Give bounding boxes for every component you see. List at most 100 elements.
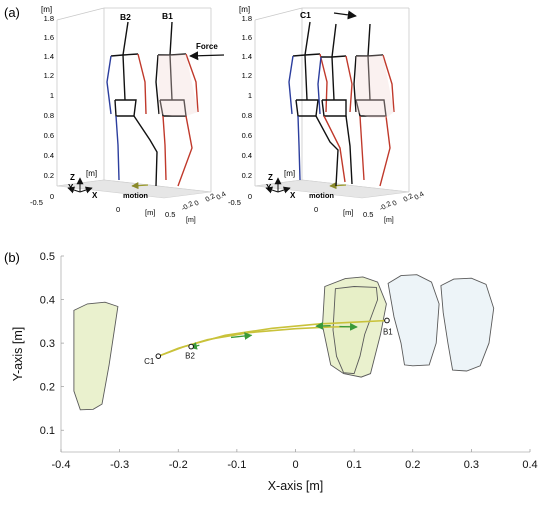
point-label-b2: B2 xyxy=(185,352,195,361)
c1-shoulders xyxy=(293,54,320,56)
z-tick: 1.4 xyxy=(44,52,54,61)
b2-left-arm xyxy=(107,56,111,114)
z-tick: 0.6 xyxy=(44,131,54,140)
view-1-skeleton-b2 xyxy=(107,22,157,186)
b2-right-leg xyxy=(134,116,157,186)
view-1-base-unit: [m] xyxy=(86,169,97,178)
z-tick: 0.8 xyxy=(242,111,252,120)
z-tick: 1.6 xyxy=(242,33,252,42)
view-1-shading xyxy=(158,54,198,116)
y-tick: -0.2 xyxy=(181,201,195,213)
point-label-b1: B1 xyxy=(383,327,393,336)
view-1-axis-x: X xyxy=(92,191,98,200)
z-tick: 1 xyxy=(248,91,252,100)
z-tick: 0 xyxy=(50,192,54,201)
x-axis-label: X-axis [m] xyxy=(268,479,324,493)
mid-right-leg xyxy=(346,116,352,184)
mid-right-arm xyxy=(346,56,352,112)
x-tick-label: 0 xyxy=(292,459,298,471)
x-tick: 0.5 xyxy=(165,210,175,219)
z-tick: 0.6 xyxy=(242,131,252,140)
x-unit: [m] xyxy=(145,208,155,217)
point-b2 xyxy=(189,344,194,349)
x-tick-label: 0.1 xyxy=(346,459,361,471)
z-tick: 0.2 xyxy=(242,171,252,180)
y-axis-label: Y-axis [m] xyxy=(11,327,25,381)
y-tick-label: 0.5 xyxy=(40,251,55,263)
view-2-axis-x: X xyxy=(290,191,296,200)
y-tick-label: 0.2 xyxy=(40,382,55,394)
view-2-z-unit: [m] xyxy=(239,5,250,14)
y-tick: 0.4 xyxy=(414,191,426,202)
b2-right-arm xyxy=(138,54,146,114)
view-1-axis-z: Z xyxy=(70,173,75,182)
b2-pelvis xyxy=(115,100,136,116)
view-2-x-ticks: -0.5 0 0.5 [m] xyxy=(228,198,373,219)
view-2-axis-y: Y xyxy=(266,183,272,192)
force-arrow xyxy=(190,55,224,56)
y-tick-label: 0.1 xyxy=(40,425,55,437)
footprint-left-foot xyxy=(74,302,118,410)
x-tick-label: -0.4 xyxy=(52,459,71,471)
x-tick: 0 xyxy=(116,205,120,214)
b2-shoulders xyxy=(111,54,138,56)
view-2: [m] 1.8 1.6 1.4 1.2 1 0.8 0.6 0.4 0.2 0 … xyxy=(228,5,426,224)
y-tick: 0.4 xyxy=(216,191,228,202)
view-1-y-ticks: -0.2 0 0.2 0.4 [m] xyxy=(181,191,228,224)
back-right-leg xyxy=(380,116,390,186)
footprint-foot-blue-right xyxy=(441,278,494,371)
label-c1: C1 xyxy=(300,10,311,20)
b2-left-leg xyxy=(116,116,119,180)
mid-trunk xyxy=(332,24,336,100)
x-tick-label: 0.4 xyxy=(522,459,537,471)
z-tick: 1.8 xyxy=(44,14,54,23)
footprint-foot-blue-middle xyxy=(388,275,439,366)
y-unit: [m] xyxy=(186,217,196,224)
view-1-z-unit: [m] xyxy=(41,5,52,14)
x-unit: [m] xyxy=(343,208,353,217)
x-tick-label: -0.3 xyxy=(110,459,129,471)
panel-b-label: (b) xyxy=(4,250,20,265)
z-tick: 0.4 xyxy=(44,151,54,160)
c1-right-leg xyxy=(316,116,338,186)
c1-direction-arrow xyxy=(334,13,356,16)
y-tick: 0 xyxy=(392,200,399,208)
label-b1: B1 xyxy=(162,11,173,21)
y-tick: 0 xyxy=(194,200,201,208)
view-1-axis-y: Y xyxy=(68,183,74,192)
point-b1 xyxy=(385,318,390,323)
view-2-motion-label: motion xyxy=(309,191,334,200)
z-tick: 1.2 xyxy=(44,71,54,80)
mid-left-leg xyxy=(324,116,345,182)
x-tick: -0.5 xyxy=(30,198,43,207)
view-1-x-ticks: -0.5 0 0.5 [m] xyxy=(30,198,175,219)
z-tick: 1.8 xyxy=(242,14,252,23)
view-2-shading xyxy=(356,55,394,118)
b2-trunk xyxy=(123,22,128,100)
y-tick: 0.2 xyxy=(403,193,415,204)
view-2-axis-z: Z xyxy=(268,173,273,182)
panel-a-label: (a) xyxy=(4,5,20,20)
c1-left-arm xyxy=(289,56,293,114)
view-1-motion-label: motion xyxy=(123,191,148,200)
y-tick: 0.2 xyxy=(205,193,217,204)
b1-right-leg xyxy=(178,116,192,186)
z-tick: 0.8 xyxy=(44,111,54,120)
c1-pelvis xyxy=(296,100,318,116)
x-tick-label: 0.3 xyxy=(464,459,479,471)
z-tick: 1 xyxy=(50,91,54,100)
z-tick: 0.2 xyxy=(44,171,54,180)
y-unit: [m] xyxy=(384,217,394,224)
mid-shoulders xyxy=(321,56,346,57)
back-left-leg xyxy=(360,116,364,180)
label-force: Force xyxy=(196,42,218,51)
c1-left-leg xyxy=(298,116,300,180)
x-tick-label: -0.1 xyxy=(227,459,246,471)
x-tick-label: 0.2 xyxy=(405,459,420,471)
x-tick-label: -0.2 xyxy=(169,459,188,471)
x-tick: -0.5 xyxy=(228,198,241,207)
point-label-c1: C1 xyxy=(144,357,155,366)
